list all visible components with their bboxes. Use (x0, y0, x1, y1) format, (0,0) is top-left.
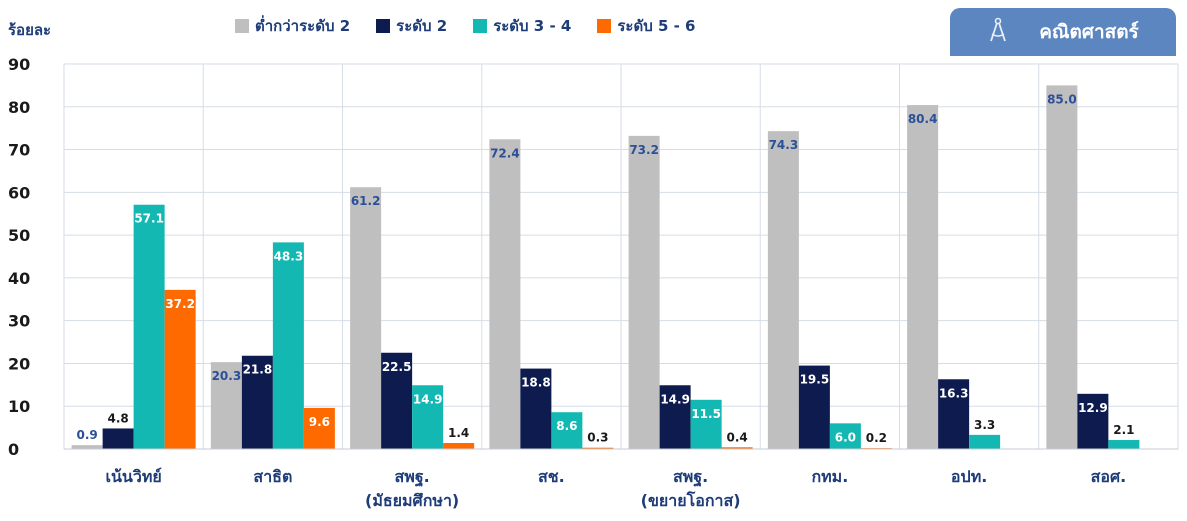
bar (767, 131, 799, 449)
y-axis-label: ร้อยละ (8, 21, 52, 39)
bar (582, 447, 614, 449)
bar (1108, 440, 1140, 449)
x-tick-label: เน้นวิทย์ (106, 467, 162, 486)
data-label: 0.4 (726, 430, 747, 444)
bar (520, 368, 552, 449)
data-label: 74.3 (769, 138, 799, 152)
data-label: 9.6 (309, 415, 330, 429)
x-tick-label: (มัธยมศึกษา) (365, 491, 459, 510)
y-tick-label: 80 (8, 98, 30, 117)
bar (71, 445, 103, 449)
y-tick-label: 40 (8, 269, 30, 288)
data-label: 19.5 (800, 373, 830, 387)
bar (1077, 393, 1109, 449)
legend-label: ระดับ 3 - 4 (493, 17, 572, 35)
x-tick-label: สอศ. (1091, 467, 1127, 486)
data-label: 1.4 (448, 426, 469, 440)
legend-item-below-level-2: ต่ำกว่าระดับ 2 (235, 14, 350, 38)
data-label: 12.9 (1078, 401, 1108, 415)
bar (798, 365, 830, 449)
bar (690, 399, 722, 449)
legend-item-level-3-4: ระดับ 3 - 4 (473, 14, 571, 38)
data-label: 61.2 (351, 194, 381, 208)
bar (133, 204, 165, 449)
bar (969, 434, 1001, 449)
data-label: 0.3 (587, 431, 608, 445)
data-label: 11.5 (691, 407, 721, 421)
bar (938, 379, 970, 449)
bar (443, 443, 475, 449)
y-tick-label: 90 (8, 55, 30, 74)
x-tick-label: สช. (538, 467, 565, 486)
bar (272, 242, 304, 449)
x-tick-label: สพฐ. (673, 467, 708, 487)
legend-swatch (235, 19, 249, 33)
x-tick-label: กทม. (811, 467, 848, 486)
legend-swatch (597, 19, 612, 33)
bar (412, 385, 444, 449)
legend-label: ระดับ 5 - 6 (617, 17, 696, 35)
data-label: 0.2 (866, 431, 887, 445)
y-tick-label: 30 (8, 312, 30, 331)
bar (829, 423, 861, 449)
y-tick-label: 0 (8, 440, 19, 459)
data-label: 16.3 (939, 386, 969, 400)
data-label: 3.3 (974, 418, 995, 432)
data-label: 80.4 (908, 112, 938, 126)
y-tick-label: 60 (8, 183, 30, 202)
data-label: 14.9 (660, 392, 690, 406)
y-tick-label: 50 (8, 226, 30, 245)
bar (381, 352, 413, 449)
data-label: 8.6 (556, 419, 577, 433)
data-label: 4.8 (107, 411, 128, 425)
data-label: 20.3 (212, 369, 242, 383)
bar (1046, 85, 1078, 449)
subject-tab: คณิตศาสตร์ (950, 8, 1176, 56)
y-tick-label: 70 (8, 141, 30, 160)
bar (164, 289, 196, 449)
data-label: 73.2 (629, 143, 659, 157)
bar (210, 362, 242, 449)
bar (489, 139, 521, 450)
legend-label: ต่ำกว่าระดับ 2 (255, 17, 351, 35)
x-tick-label: (ขยายโอกาส) (641, 490, 741, 510)
legend-swatch (473, 19, 488, 33)
legend-item-level-2: ระดับ 2 (376, 14, 447, 38)
legend: ต่ำกว่าระดับ 2 ระดับ 2 ระดับ 3 - 4 ระดับ… (235, 14, 696, 38)
data-label: 2.1 (1113, 423, 1134, 437)
bar (350, 187, 382, 449)
bar (721, 447, 753, 449)
bar (241, 355, 273, 449)
bar (628, 135, 660, 449)
x-tick-label: สาธิต (253, 467, 292, 486)
data-label: 21.8 (243, 363, 273, 377)
bar (303, 407, 335, 449)
data-label: 72.4 (490, 146, 520, 160)
data-label: 37.2 (165, 297, 195, 311)
legend-label: ระดับ 2 (396, 17, 448, 35)
y-tick-label: 10 (8, 397, 30, 416)
data-label: 22.5 (382, 360, 412, 374)
data-label: 85.0 (1047, 92, 1077, 106)
x-tick-label: อปท. (951, 467, 987, 486)
data-label: 6.0 (835, 430, 856, 444)
bar (551, 412, 583, 449)
bar (907, 105, 939, 450)
bar (659, 385, 691, 449)
subject-label: คณิตศาสตร์ (1039, 21, 1139, 43)
legend-swatch (376, 19, 391, 33)
bar (102, 428, 134, 449)
data-label: 18.8 (521, 376, 551, 390)
data-label: 57.1 (134, 212, 164, 226)
data-label: 0.9 (76, 428, 97, 442)
data-label: 14.9 (413, 392, 443, 406)
compass-icon (987, 17, 1009, 48)
x-tick-label: สพฐ. (395, 467, 430, 487)
data-label: 48.3 (274, 249, 304, 263)
legend-item-level-5-6: ระดับ 5 - 6 (597, 14, 696, 38)
y-tick-label: 20 (8, 354, 30, 373)
